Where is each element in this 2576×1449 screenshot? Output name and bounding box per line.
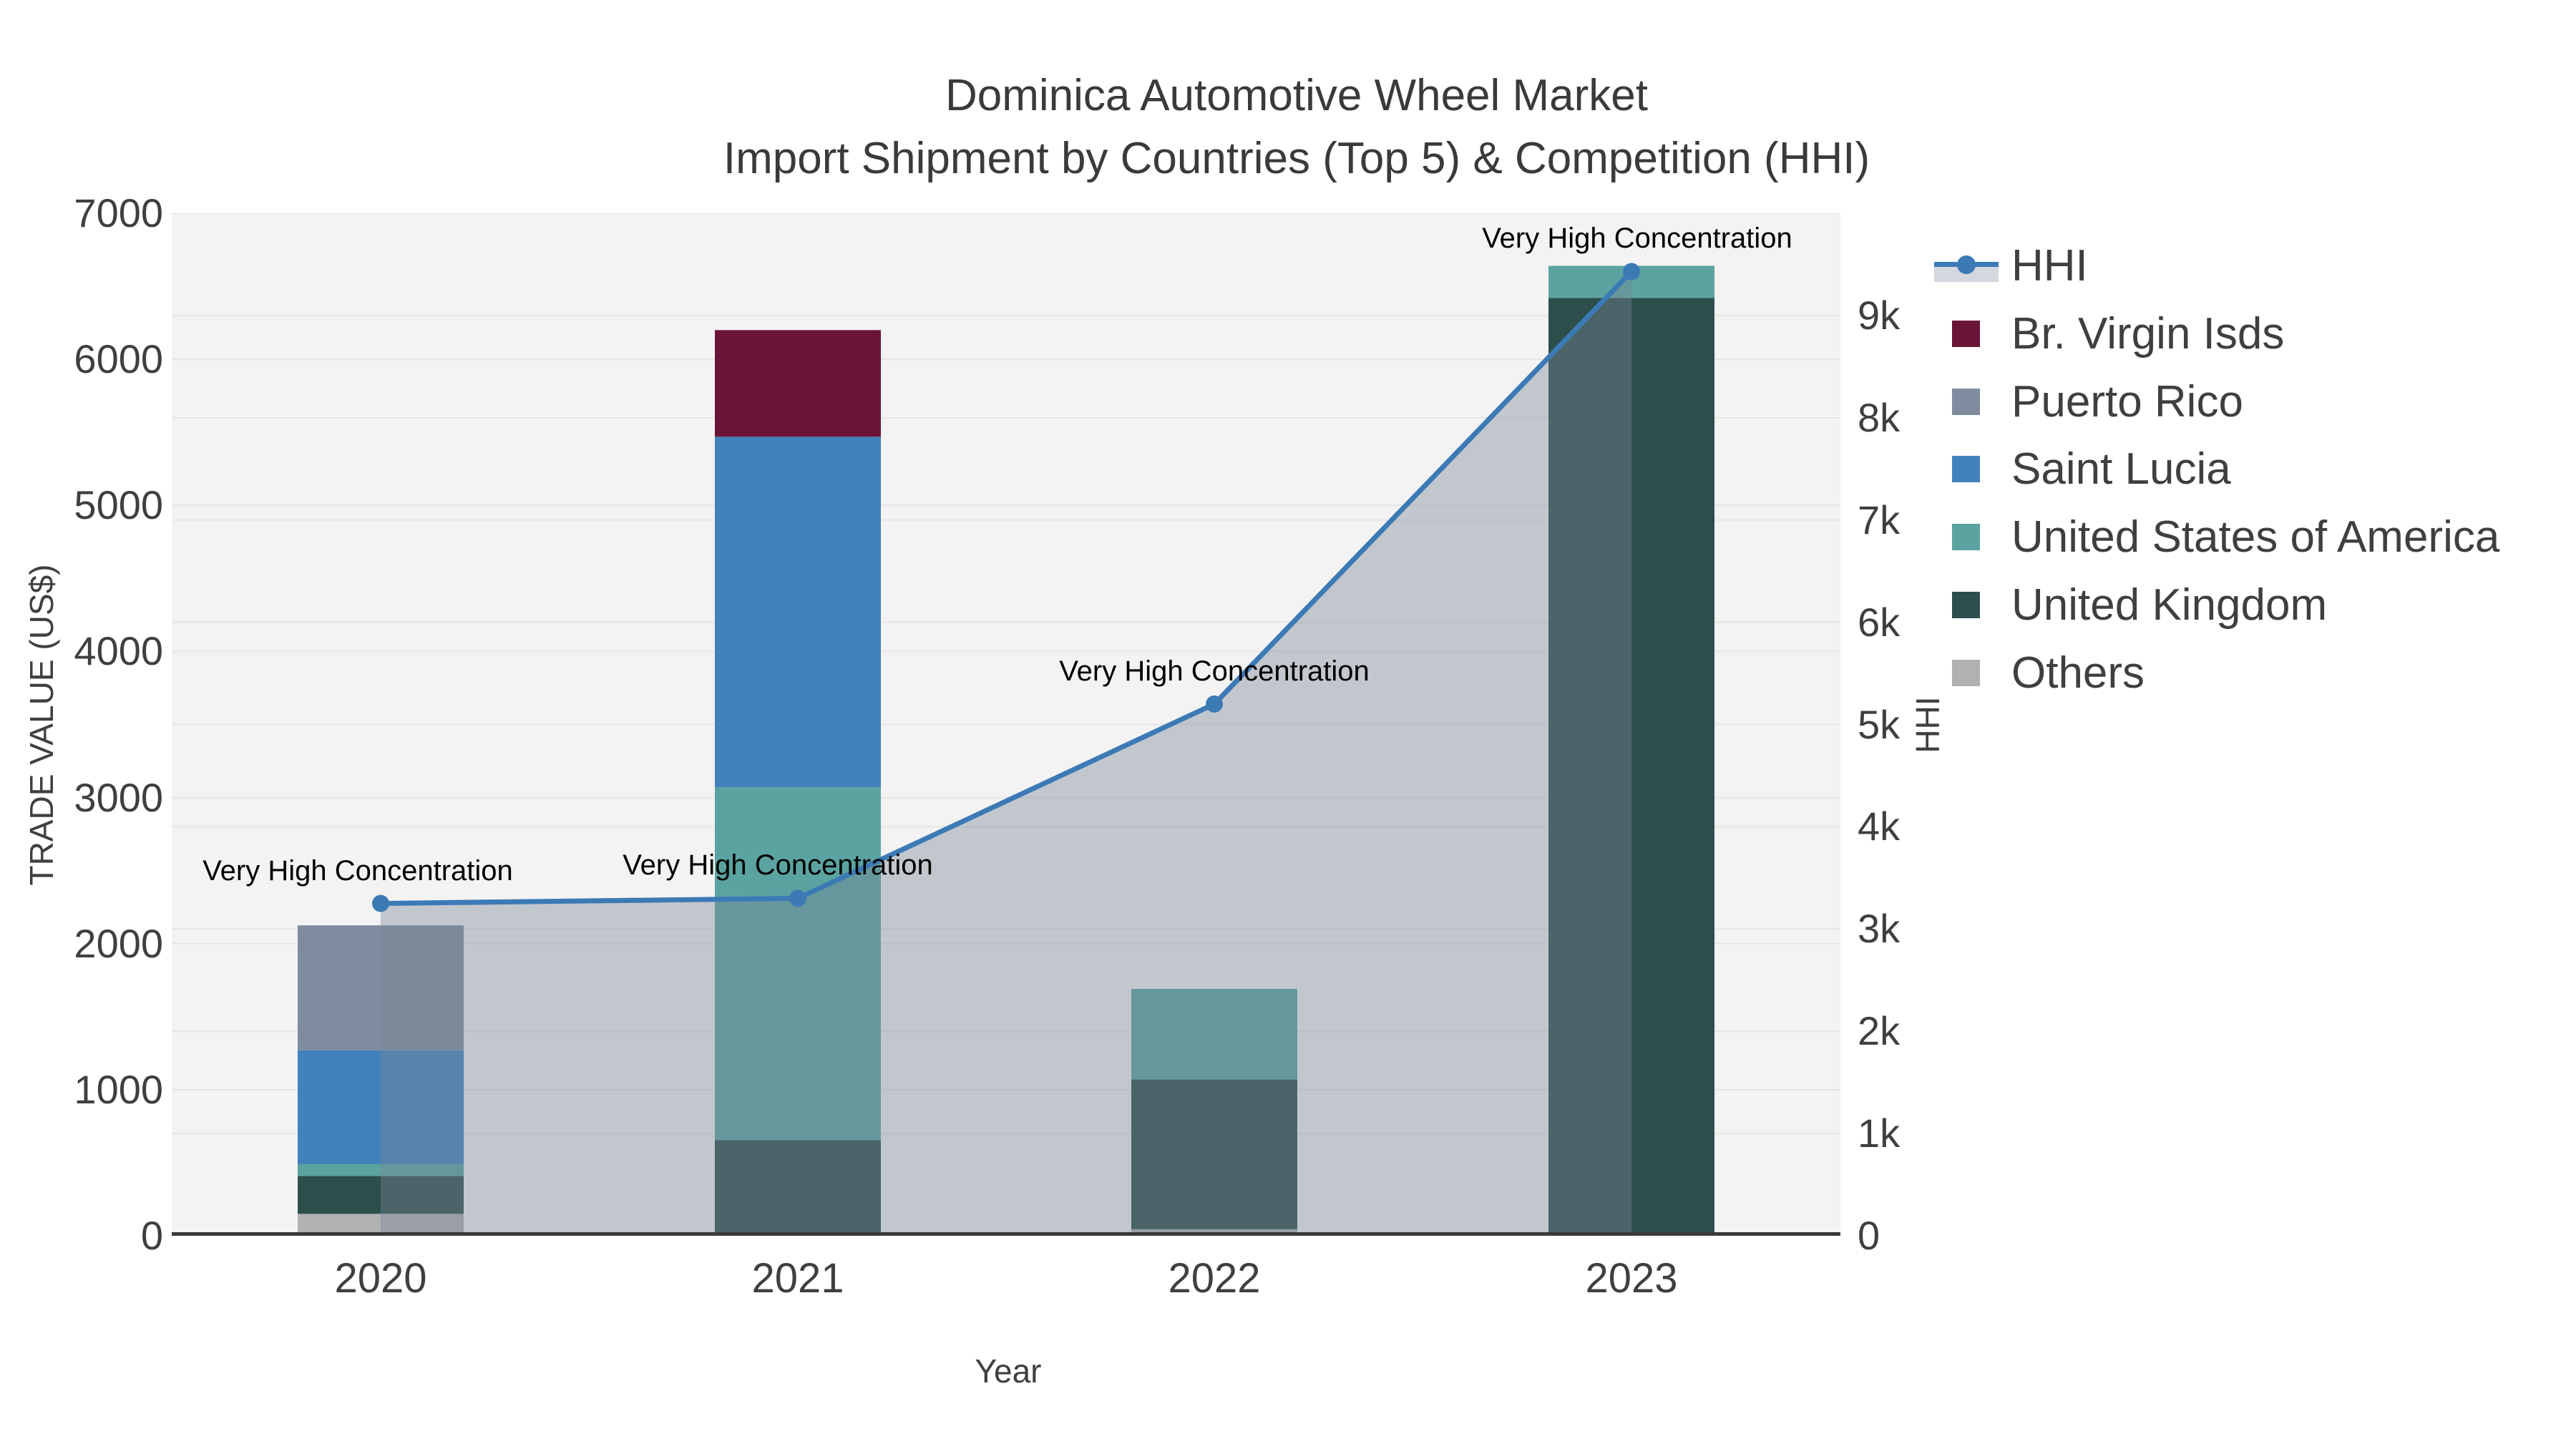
left-tick-1000: 1000 <box>74 1066 163 1112</box>
legend-label-united-kingdom: United Kingdom <box>2011 580 2328 630</box>
bar-segment-saint-lucia-2020[interactable] <box>298 1050 464 1164</box>
legend-item-saint-lucia[interactable]: Saint Lucia <box>1934 447 2231 492</box>
hhi-marker-2020[interactable] <box>372 894 389 912</box>
bar-segment-saint-lucia-2021[interactable] <box>715 436 881 788</box>
color-swatch-icon-others <box>1934 658 1999 689</box>
annotation-2021: Very High Concentration <box>623 849 933 882</box>
legend-square-united-kingdom <box>1952 592 1980 618</box>
bar-segment-united-states-of-america-2022[interactable] <box>1131 988 1297 1080</box>
x-tick-2020: 2020 <box>334 1255 427 1302</box>
right-tick-0: 0 <box>1858 1213 1880 1258</box>
annotation-2022: Very High Concentration <box>1059 655 1370 687</box>
stacked-bars <box>298 265 1714 1236</box>
legend-label-united-states-of-america: United States of America <box>2011 512 2500 562</box>
left-tick-0: 0 <box>140 1213 163 1258</box>
bar-segment-united-kingdom-2023[interactable] <box>1548 298 1714 1236</box>
legend-square-others <box>1952 660 1980 686</box>
left-tick-2000: 2000 <box>74 920 163 966</box>
legend-label-br-virgin-isds: Br. Virgin Isds <box>2011 309 2285 358</box>
bar-segment-united-kingdom-2021[interactable] <box>715 1140 881 1236</box>
right-tick-6k: 6k <box>1858 599 1901 645</box>
left-tick-6000: 6000 <box>74 336 163 382</box>
hhi-line[interactable] <box>380 270 1634 907</box>
left-tick-5000: 5000 <box>74 482 163 528</box>
legend-square-united-states-of-america <box>1952 524 1980 550</box>
x-tick-2022: 2022 <box>1168 1255 1261 1302</box>
right-tick-7k: 7k <box>1858 497 1901 542</box>
hhi-area-swatch <box>1934 266 1999 282</box>
right-tick-4k: 4k <box>1858 804 1901 849</box>
chart-plot-svg <box>172 213 1840 1236</box>
hhi-marker-2022[interactable] <box>1206 695 1223 713</box>
legend-label-puerto-rico: Puerto Rico <box>2011 377 2243 426</box>
hhi-marker-glyph <box>1957 255 1976 274</box>
color-swatch-icon-united-states-of-america <box>1934 522 1999 553</box>
legend-square-saint-lucia <box>1952 456 1980 482</box>
legend-item-br-virgin-isds[interactable]: Br. Virgin Isds <box>1934 312 2284 356</box>
right-tick-5k: 5k <box>1858 701 1901 747</box>
legend-label-saint-lucia: Saint Lucia <box>2011 444 2231 494</box>
plot-area <box>172 213 1840 1236</box>
bar-segment-others-2020[interactable] <box>298 1214 464 1236</box>
bar-segment-united-states-of-america-2021[interactable] <box>715 787 881 1141</box>
legend-item-united-kingdom[interactable]: United Kingdom <box>1934 583 2327 628</box>
bar-segment-united-states-of-america-2020[interactable] <box>298 1163 464 1176</box>
bar-segment-br-virgin-isds-2021[interactable] <box>715 330 881 437</box>
left-tick-4000: 4000 <box>74 628 163 674</box>
annotation-2020: Very High Concentration <box>203 854 513 887</box>
x-axis-title: Year <box>975 1352 1042 1390</box>
hhi-marker-2023[interactable] <box>1623 263 1640 280</box>
color-swatch-icon-br-virgin-isds <box>1934 318 1999 350</box>
chart-title-line-1: Dominica Automotive Wheel Market <box>945 71 1649 120</box>
legend-item-others[interactable]: Others <box>1934 651 2145 696</box>
right-tick-8k: 8k <box>1858 394 1901 440</box>
hhi-markers <box>372 263 1640 912</box>
legend-item-hhi[interactable]: HHI <box>1934 244 2088 288</box>
legend-square-puerto-rico <box>1952 389 1980 415</box>
left-tick-7000: 7000 <box>74 190 163 235</box>
legend: HHI Br. Virgin Isds Puerto Rico Saint Lucia… <box>1934 0 2571 1449</box>
left-tick-3000: 3000 <box>74 774 163 820</box>
hhi-marker-2021[interactable] <box>789 889 806 907</box>
hhi-area-fill <box>381 271 1631 1236</box>
color-swatch-icon-united-kingdom <box>1934 590 1999 621</box>
left-axis-title: TRADE VALUE (US$) <box>23 564 60 886</box>
legend-item-puerto-rico[interactable]: Puerto Rico <box>1934 380 2243 424</box>
bar-segment-puerto-rico-2020[interactable] <box>298 925 464 1050</box>
x-tick-2023: 2023 <box>1585 1255 1678 1302</box>
legend-label-others: Others <box>2011 648 2145 698</box>
color-swatch-icon-puerto-rico <box>1934 386 1999 418</box>
chart-title-line-2: Import Shipment by Countries (Top 5) & C… <box>723 134 1870 183</box>
bar-segment-united-kingdom-2022[interactable] <box>1131 1079 1297 1229</box>
legend-square-br-virgin-isds <box>1952 321 1980 347</box>
legend-item-united-states-of-america[interactable]: United States of America <box>1934 515 2499 560</box>
annotation-2023: Very High Concentration <box>1482 223 1792 255</box>
legend-label-hhi: HHI <box>2011 241 2088 291</box>
hhi-line-swatch-icon <box>1934 250 1999 282</box>
right-tick-1k: 1k <box>1858 1111 1901 1156</box>
right-tick-3k: 3k <box>1858 906 1901 952</box>
right-tick-9k: 9k <box>1858 292 1901 338</box>
x-tick-2021: 2021 <box>751 1255 844 1302</box>
bar-segment-united-kingdom-2020[interactable] <box>298 1176 464 1214</box>
color-swatch-icon-saint-lucia <box>1934 454 1999 485</box>
right-tick-2k: 2k <box>1858 1008 1901 1054</box>
